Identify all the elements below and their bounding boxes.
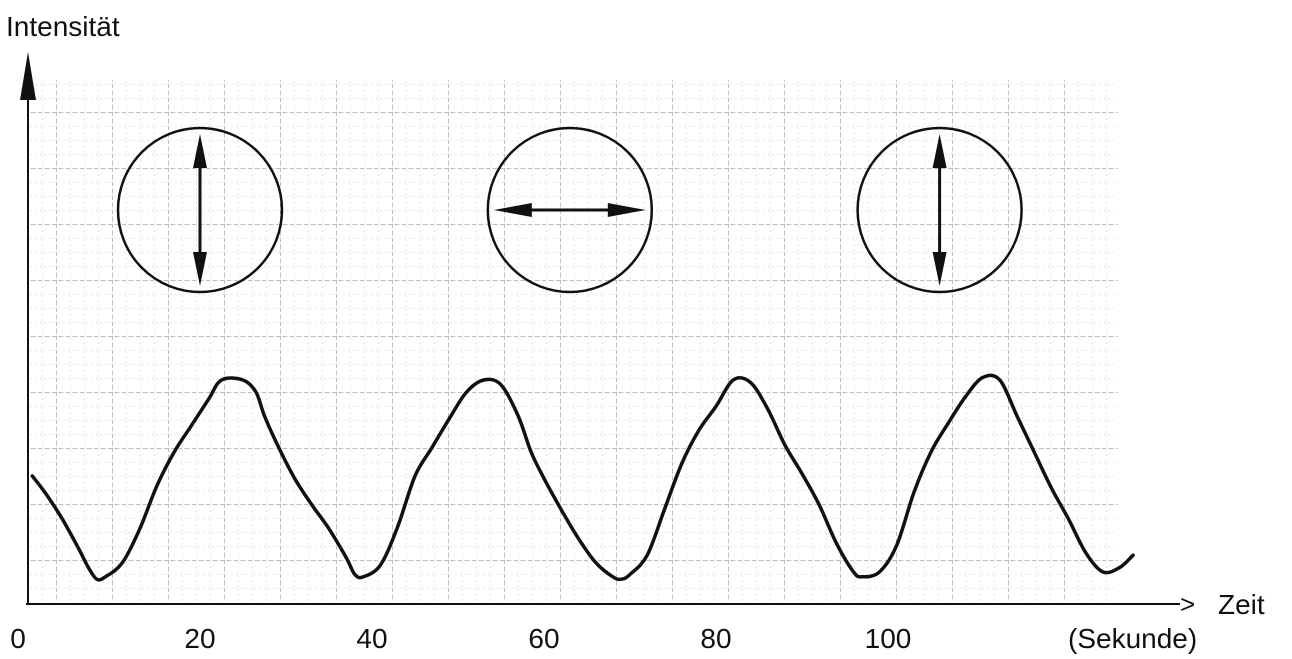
arrowhead-icon [193, 134, 207, 168]
x-tick-label: 60 [528, 623, 559, 654]
arrowhead-icon [932, 252, 947, 286]
x-tick-label: 40 [356, 623, 387, 654]
series-line-intensity [30, 373, 1135, 582]
arrowhead-icon [607, 203, 646, 217]
polarization-annotations [116, 126, 1023, 294]
arrowhead-icon [493, 203, 532, 217]
x-tick-label: 80 [700, 623, 731, 654]
x-axis-unit: (Sekunde) [1068, 623, 1197, 654]
arrowhead-icon [932, 134, 947, 168]
x-tick-label: 20 [184, 623, 215, 654]
x-tick-labels: 0 20 40 60 80 100 [10, 623, 911, 654]
grid-background [30, 80, 1118, 602]
x-axis-label: Zeit [1218, 589, 1265, 620]
arrowhead-icon [193, 252, 207, 286]
polarization-circle-vertical [116, 126, 284, 294]
x-tick-label: 0 [10, 623, 26, 654]
y-axis-arrow [20, 52, 36, 100]
polarization-circle-vertical [856, 126, 1023, 294]
x-tick-label: 100 [865, 623, 912, 654]
polarization-circle-horizontal [486, 126, 654, 294]
x-axis-arrow-glyph: > [1180, 589, 1195, 619]
y-axis-label: Intensität [6, 11, 120, 42]
